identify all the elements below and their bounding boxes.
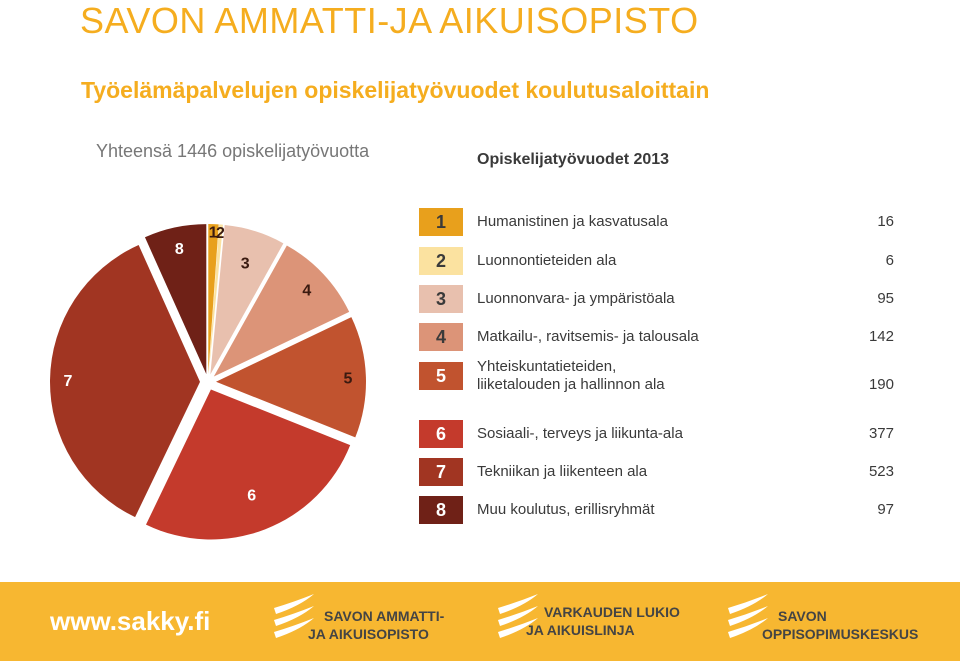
varkauden-lukio-ja-aikuislinja-logo[interactable]: VARKAUDEN LUKIO JA AIKUISLINJA [496,592,706,656]
legend-label-line: Sosiaali-, terveys ja liikunta-ala [477,425,683,442]
pie-label-6: 6 [247,487,256,504]
legend-label: Tekniikan ja liikenteen ala [477,463,647,481]
pie-chart: 123 4 5 6 7 8 [50,224,366,540]
legend-label: Humanistinen ja kasvatusala [477,213,668,231]
pie-slice-6 [145,389,351,540]
legend-value: 95 [877,290,894,307]
legend-title: Opiskelijatyövuodet 2013 [477,151,670,168]
legend-swatch: 6 [419,420,463,448]
logo-line-1: SAVON AMMATTI- [324,608,445,624]
logo-line-1: SAVON [778,608,827,624]
legend-label: Muu koulutus, erillisryhmät [477,501,655,519]
pie-label-8: 8 [175,241,184,258]
legend-swatch: 4 [419,323,463,351]
legend-swatch: 1 [419,208,463,236]
legend-swatch: 2 [419,247,463,275]
legend-swatch: 3 [419,285,463,313]
pie-slice-1 [208,224,219,375]
pie-slice-4 [213,245,350,377]
logo-line-2: OPPISOPIMUSKESKUS [762,626,919,642]
pie-label-2: 2 [216,225,225,242]
legend-value: 190 [868,376,894,393]
swoosh-icon [274,594,314,638]
legend-label-line: Matkailu-, ravitsemis- ja talousala [477,328,699,345]
logo-line-1: VARKAUDEN LUKIO [544,604,680,620]
legend-swatch: 7 [419,458,463,486]
pie-label-7: 7 [64,373,73,390]
legend-label-line: Tekniikan ja liikenteen ala [477,463,648,480]
pie-slice-5 [215,317,366,438]
pie-label-4: 4 [302,282,311,299]
logo-line-2: JA AIKUISLINJA [526,622,635,638]
legend-value: 377 [868,425,894,442]
savon-oppisopimuskeskus-logo[interactable]: SAVON OPPISOPIMUSKESKUS [726,592,946,656]
pie-slice-2 [208,224,223,375]
website-link[interactable]: www.sakky.fi [50,606,211,636]
legend-swatch: 8 [419,496,463,524]
legend-value: 142 [868,328,894,345]
legend-value: 16 [877,213,894,230]
logo-line-2: JA AIKUISOPISTO [308,626,429,642]
legend-label-line: Luonnontieteiden ala [477,252,617,269]
savon-ammatti-ja-aikuisopisto-logo[interactable]: SAVON AMMATTI- JA AIKUISOPISTO [272,592,472,656]
legend-value: 523 [868,463,894,480]
pie-label-3: 3 [241,256,250,273]
pie-slice-3 [210,225,284,375]
legend-label: Luonnonvara- ja ympäristöala [477,290,675,308]
pie-label-1: 1 [209,225,218,242]
footer: www.sakky.fi SAVON AMMATTI- JA AIKUISOPI… [0,582,960,661]
legend-label-line: liiketalouden ja hallinnon ala [477,376,665,393]
chart-title: Työelämäpalvelujen opiskelijatyövuodet k… [81,77,710,103]
legend-value: 97 [877,501,894,518]
legend-label-line: Humanistinen ja kasvatusala [477,213,668,230]
legend-label-line: Luonnonvara- ja ympäristöala [477,290,675,307]
pie-label-5: 5 [343,370,352,387]
pie-slice-7 [50,245,201,518]
swoosh-icon [728,594,768,638]
legend-value: 6 [885,252,894,269]
legend-label: Sosiaali-, terveys ja liikunta-ala [477,425,683,443]
swoosh-icon [498,594,538,638]
legend-label: Luonnontieteiden ala [477,252,616,270]
legend-label-line: Yhteiskuntatieteiden, [477,358,617,375]
pie-slice-8 [144,224,207,375]
legend-label: Matkailu-, ravitsemis- ja talousala [477,328,699,346]
legend-label: Yhteiskuntatieteiden, liiketalouden ja ha… [477,358,665,394]
legend-swatch: 5 [419,362,463,390]
legend-label-line: Muu koulutus, erillisryhmät [477,501,655,518]
organization-title: SAVON AMMATTI-JA AIKUISOPISTO [80,0,699,41]
total-text: Yhteensä 1446 opiskelijatyövuotta [96,141,370,161]
